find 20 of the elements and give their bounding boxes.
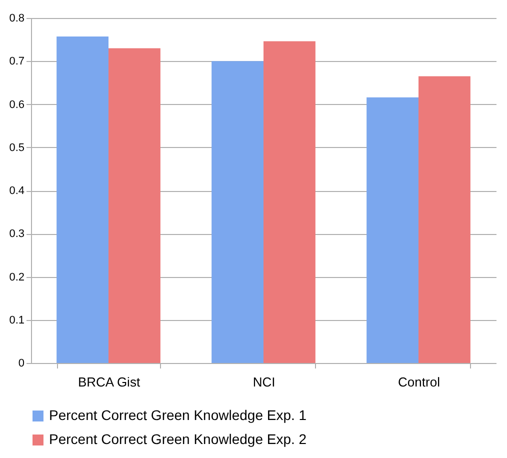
bar: [264, 41, 316, 363]
y-tick-label: 0.3: [9, 228, 24, 240]
x-tick-label: Control: [398, 374, 440, 390]
bar: [108, 48, 160, 363]
y-tick-label: 0.6: [9, 98, 24, 111]
x-tick-label: NCI: [252, 374, 276, 390]
y-tick-label: 0.5: [9, 142, 24, 154]
bar: [56, 36, 108, 363]
x-tick-label: BRCA Gist: [78, 374, 140, 390]
bar: [212, 61, 264, 363]
y-tick-label: 0.4: [9, 185, 24, 197]
y-tick-label: 0: [18, 358, 24, 370]
bar: [418, 76, 470, 363]
y-tick-label: 0.2: [9, 271, 24, 284]
y-tick-label: 0.7: [9, 56, 24, 68]
legend-label: Percent Correct Green Knowledge Exp. 1: [49, 407, 307, 423]
y-tick-label: 0.1: [9, 314, 24, 326]
bar: [366, 97, 418, 363]
legend-label: Percent Correct Green Knowledge Exp. 2: [49, 431, 307, 447]
y-tick-label: 0.8: [9, 12, 24, 24]
